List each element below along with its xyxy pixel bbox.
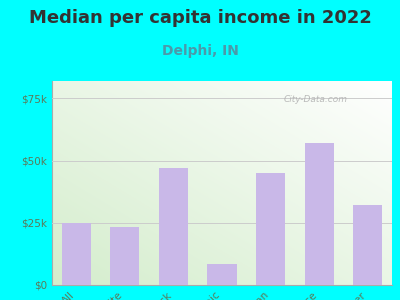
Text: Median per capita income in 2022: Median per capita income in 2022 — [28, 9, 372, 27]
Bar — [304, 143, 334, 285]
Bar — [110, 226, 140, 285]
Bar — [256, 173, 285, 285]
Bar — [62, 223, 91, 285]
Bar — [208, 264, 236, 285]
Bar — [159, 168, 188, 285]
Text: City-Data.com: City-Data.com — [283, 95, 347, 104]
Text: Delphi, IN: Delphi, IN — [162, 44, 238, 58]
Bar — [353, 206, 382, 285]
